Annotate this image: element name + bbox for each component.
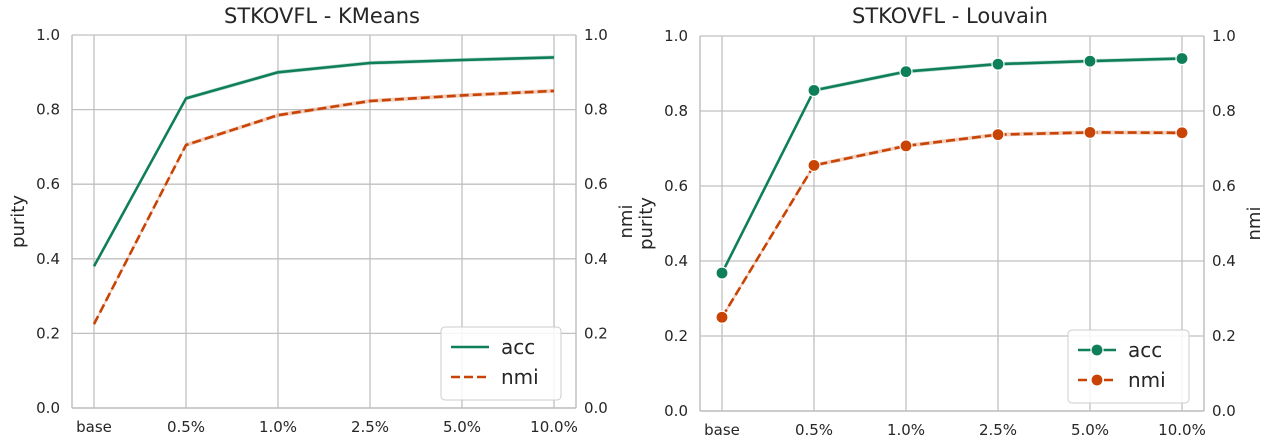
panel-2-legend-label-nmi: nmi [1128,368,1166,392]
panel-2-ytick-left: 0.4 [664,252,688,270]
panel-1-ylabel-left: purity [8,195,29,248]
panel-1-ytick-right: 0.6 [584,175,608,193]
panel-1-xtick: 10.0% [530,418,578,436]
panel-1-band-acc [94,55,554,269]
panel-2-legend-marker-acc [1090,343,1104,357]
panel-2-ytick-left: 1.0 [664,27,688,45]
panel-2-ytick-left: 0.8 [664,102,688,120]
panel-1-legend-box [440,326,562,401]
panel-2-ylabel-right: nmi [1244,207,1265,241]
panel-2-legend-label-acc: acc [1128,338,1162,362]
panel-2-ytick-right: 0.8 [1212,102,1236,120]
panel-2-ytick-right: 1.0 [1212,27,1236,45]
panel-1-ytick-left: 0.4 [36,250,60,268]
panel-1-ylabel-right: nmi [616,205,637,239]
panel-2-ytick-left: 0.6 [664,177,688,195]
panel-2-point-nmi [991,128,1005,142]
panel-2-line-acc [720,57,1183,274]
panel-1-band-nmi [94,88,554,327]
panel-1-ytick-left: 0.0 [36,399,60,417]
panel-1-ytick-left: 0.6 [36,175,60,193]
panel-2-ytick-right: 0.2 [1212,327,1236,345]
panel-2-point-acc [899,65,913,79]
panel-2-band-acc [722,56,1182,275]
panel-1-ytick-left: 1.0 [36,26,60,44]
panel-2-xtick: base [704,421,740,439]
panel-2-title: STKOVFL - Louvain [852,4,1048,28]
panel-1-ytick-right: 0.2 [584,324,608,342]
panel-2-ytick-left: 0.2 [664,327,688,345]
panel-1-line-nmi [92,89,555,325]
panel-2-band-nmi [722,130,1182,320]
panel-2-xtick: 0.5% [795,421,833,439]
panel-2-legend-marker-nmi [1090,373,1104,387]
panel-2-point-acc [715,266,729,280]
panel-2-xtick: 1.0% [887,421,925,439]
panel-2-point-nmi [715,310,729,324]
panel-1-ytick-right: 0.8 [584,101,608,119]
panel-1-legend-label-nmi: nmi [501,365,539,389]
panel-1-xtick: base [76,418,112,436]
panel-1-ytick-right: 1.0 [584,26,608,44]
panel-1-xtick: 5.0% [443,418,481,436]
panel-1-line-acc [92,56,555,267]
panel-2-ylabel-left: purity [636,197,657,250]
panel-2-point-acc [1175,51,1189,66]
panel-2-ytick-left: 0.0 [664,402,688,420]
panel-2-point-nmi [1175,126,1189,140]
panel-2-line-nmi [720,131,1183,318]
panel-1-ytick-right: 0.4 [584,250,608,268]
panel-2-ytick-right: 0.0 [1212,402,1236,420]
panel-2-ytick-right: 0.6 [1212,177,1236,195]
panel-1-title: STKOVFL - KMeans [224,4,420,28]
panel-1-xtick: 1.0% [259,418,297,436]
panel-1-ytick-left: 0.2 [36,324,60,342]
panel-2-point-nmi [1083,125,1097,139]
panel-2-point-acc [991,57,1005,71]
panel-2-point-nmi [807,158,821,172]
panel-2-point-acc [1083,54,1097,68]
panel-1-xtick: 0.5% [167,418,205,436]
panel-1-xtick: 2.5% [351,418,389,436]
panel-2-point-nmi [899,139,913,153]
panel-2-xtick: 2.5% [979,421,1017,439]
panel-2-xtick: 5.0% [1071,421,1109,439]
panel-1-ytick-left: 0.8 [36,101,60,119]
panel-2-ytick-right: 0.4 [1212,252,1236,270]
panel-2-xtick: 10.0% [1158,421,1206,439]
panel-1-ytick-right: 0.0 [584,399,608,417]
panel-2-point-acc [807,83,821,97]
panel-1-legend-label-acc: acc [501,335,535,359]
